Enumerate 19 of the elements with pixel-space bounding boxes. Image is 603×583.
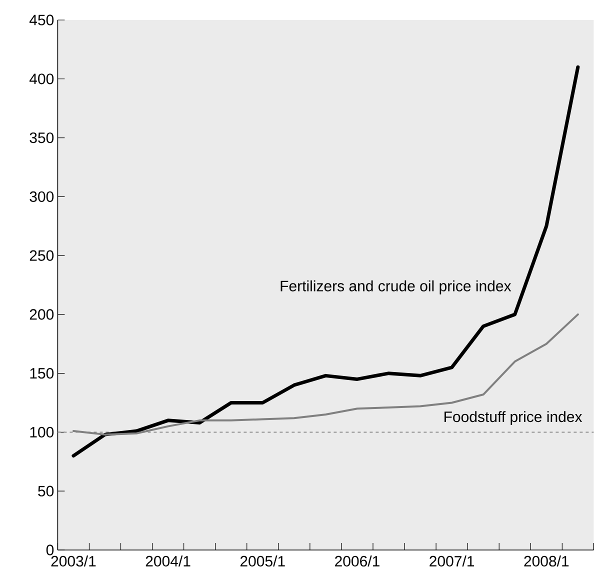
y-tick-label: 150 bbox=[30, 368, 54, 379]
y-tick-label: 250 bbox=[30, 250, 54, 261]
x-tick-label: 2005/1 bbox=[240, 556, 285, 567]
series-label: Fertilizers and crude oil price index bbox=[280, 280, 512, 294]
y-tick-label: 50 bbox=[38, 486, 54, 496]
x-tick-label: 2008/1 bbox=[524, 556, 569, 567]
x-tick-label: 2004/1 bbox=[146, 556, 190, 567]
y-tick-label: 350 bbox=[30, 132, 54, 144]
series-label: Foodstuff price index bbox=[444, 411, 582, 426]
y-tick-label: 450 bbox=[29, 14, 54, 26]
x-tick-label: 2007/1 bbox=[430, 556, 474, 567]
y-tick-label: 0 bbox=[46, 544, 54, 556]
y-tick-label: 100 bbox=[30, 426, 54, 438]
y-tick-label: 200 bbox=[30, 309, 54, 320]
y-tick-label: 300 bbox=[30, 191, 54, 202]
line-series bbox=[72, 65, 580, 458]
x-tick-label: 2003/1 bbox=[51, 556, 96, 567]
y-tick-label: 400 bbox=[29, 74, 54, 84]
x-tick-label: 2006/1 bbox=[335, 556, 380, 567]
